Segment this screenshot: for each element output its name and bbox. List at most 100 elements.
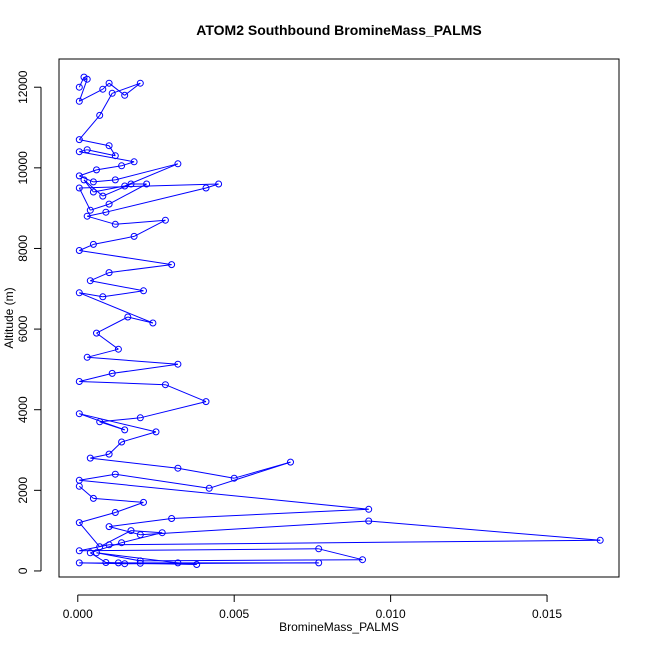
series-0-segment-46 [127, 316, 154, 324]
series-0-segment-25 [102, 183, 132, 197]
series-0-segment-27 [108, 183, 147, 205]
series-0-point-65 [230, 474, 238, 482]
series-0-segment-45 [79, 292, 154, 324]
series-0-point-27 [143, 180, 151, 188]
series-0-point-55 [202, 398, 210, 406]
series-0-point-79 [359, 556, 366, 564]
series-0-point-51 [174, 360, 182, 368]
series-0-point-46 [149, 319, 157, 327]
series-0-point-78 [315, 545, 323, 553]
series-0-segment-54 [165, 384, 207, 403]
series-0-segment-47 [96, 316, 129, 334]
series-0-point-73 [136, 531, 144, 539]
series-0-segment-39 [79, 250, 172, 266]
series-0-point-19 [89, 178, 97, 186]
series-0-point-17 [93, 166, 100, 174]
series-0-point-74 [365, 517, 373, 525]
series-0-segment-38 [79, 243, 94, 251]
series-0-segment-55 [140, 401, 207, 419]
series-0-segment-69 [79, 479, 369, 510]
series-0-segment-31 [205, 183, 219, 189]
series-0-segment-75 [109, 539, 601, 546]
series-0-segment-2 [78, 79, 88, 102]
series-0-segment-88 [105, 562, 141, 564]
series-0-segment-44 [79, 292, 103, 298]
series-0-segment-43 [102, 290, 144, 298]
series-0-point-80 [136, 557, 144, 565]
series-0-point-91 [118, 539, 126, 547]
series-0-point-34 [83, 212, 91, 220]
series-0-point-44 [99, 293, 107, 301]
series-0-point-67 [205, 484, 213, 492]
series-0-point-99 [75, 482, 83, 490]
series-0-point-90 [86, 549, 94, 557]
series-0-point-85 [315, 559, 323, 567]
series-0-point-72 [105, 523, 113, 531]
series-0-point-98 [89, 494, 97, 502]
series-0-point-86 [121, 560, 129, 568]
series-0-point-0 [75, 83, 83, 91]
series-0-point-87 [75, 559, 83, 567]
series-0-point-25 [99, 192, 107, 200]
series-0-point-56 [136, 414, 144, 422]
series-0-point-42 [86, 277, 94, 285]
series-0-point-93 [127, 527, 135, 535]
series-0-point-64 [174, 464, 182, 472]
series-0-segment-13 [79, 149, 88, 153]
series-0-point-14 [75, 148, 83, 156]
series-0-point-31 [215, 180, 223, 188]
series-0-segment-56 [99, 417, 141, 423]
series-0-segment-11 [108, 145, 116, 156]
series-0-segment-97 [93, 497, 144, 503]
series-0-point-70 [365, 505, 373, 513]
series-0-point-96 [111, 509, 119, 516]
series-lines [78, 76, 601, 565]
series-0-segment-72 [108, 526, 141, 536]
series-0-point-4 [99, 85, 107, 93]
series-0-segment-59 [79, 413, 157, 433]
series-0-segment-29 [78, 187, 91, 211]
series-0-point-66 [287, 458, 294, 466]
series-0-segment-8 [99, 93, 113, 116]
series-0-point-76 [105, 541, 113, 549]
series-0-point-58 [121, 426, 129, 434]
series-0-segment-35 [115, 219, 166, 225]
series-0-point-49 [114, 345, 122, 353]
series-0-point-26 [127, 180, 135, 188]
x-axis: 0.000 0.005 0.010 0.015 [63, 594, 562, 621]
series-0-point-9 [96, 111, 104, 119]
series-0-point-48 [93, 329, 100, 337]
series-0-point-82 [174, 559, 182, 567]
series-0-point-54 [161, 381, 169, 389]
series-0-point-10 [75, 136, 83, 144]
series-0-segment-20 [115, 163, 179, 181]
series-0-segment-53 [79, 381, 166, 386]
series-0-segment-79 [140, 559, 363, 562]
x-tick-label: 0.010 [376, 607, 406, 621]
series-0-segment-52 [79, 372, 113, 382]
series-0-point-15 [130, 158, 138, 166]
y-tick-label: 0 [16, 567, 30, 574]
series-0-segment-10 [79, 139, 110, 147]
y-tick-label: 12000 [16, 70, 30, 104]
series-0-segment-16 [96, 165, 122, 171]
plot-frame [58, 58, 620, 578]
series-0-segment-19 [93, 179, 116, 183]
series-0-point-20 [111, 176, 119, 184]
series-0-segment-7 [112, 82, 141, 94]
series-0-segment-64 [177, 467, 235, 479]
series-0-point-59 [75, 410, 83, 418]
series-0-segment-51 [112, 363, 178, 374]
series-0-point-94 [96, 543, 104, 551]
series-0-point-40 [168, 261, 176, 269]
series-0-point-71 [168, 515, 176, 522]
series-0-segment-40 [109, 264, 172, 274]
series-0-segment-78 [318, 548, 363, 561]
series-0-segment-4 [102, 82, 110, 90]
series-0-segment-18 [79, 175, 94, 183]
series-0-segment-12 [87, 149, 116, 157]
series-0-point-37 [130, 232, 138, 240]
series-0-segment-68 [79, 473, 116, 481]
